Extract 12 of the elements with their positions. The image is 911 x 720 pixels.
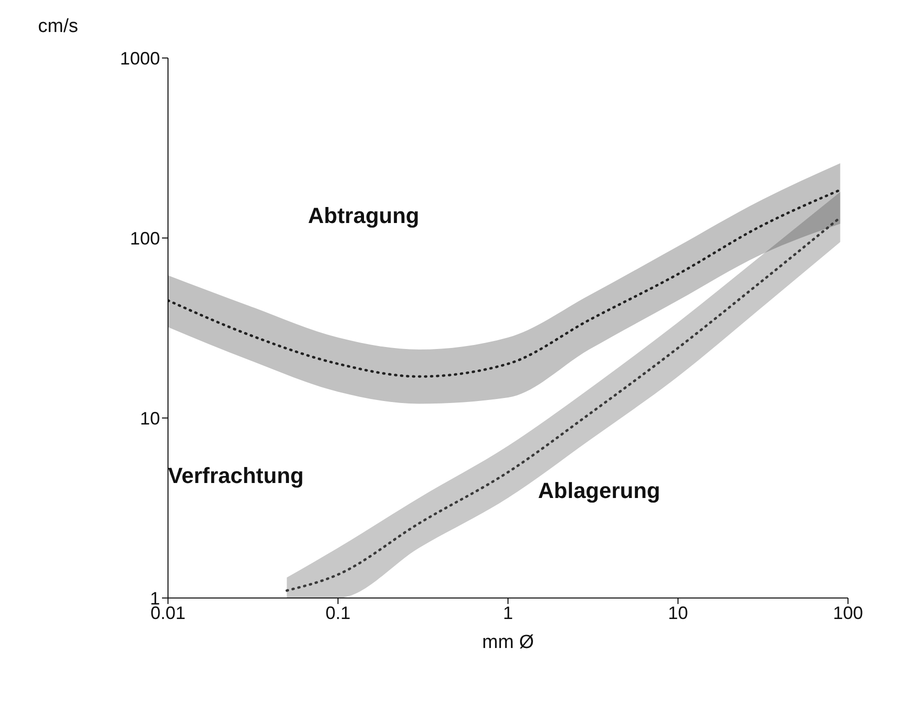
annotation: Verfrachtung [168,463,304,489]
x-tick-label: 10 [668,602,688,623]
y-axis-title: cm/s [38,16,78,38]
y-tick-label: 100 [130,228,160,248]
x-tick-label: 0.1 [325,602,351,623]
x-tick-label: 1 [502,602,514,623]
x-tick-label: 100 [832,602,864,623]
annotation: Abtragung [308,203,420,229]
y-tick-label: 1000 [120,48,160,68]
annotation: Ablagerung [538,478,660,504]
x-axis-title: mm Ø [482,632,534,653]
y-tick-label: 10 [140,408,160,428]
